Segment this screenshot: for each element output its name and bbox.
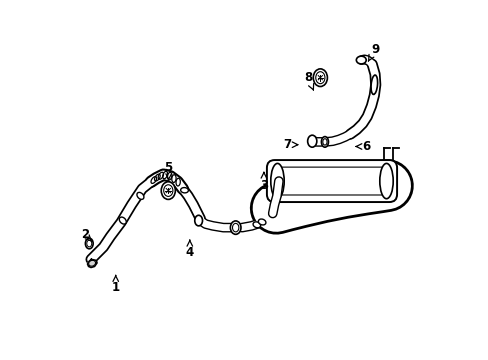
Text: 1: 1 [111, 275, 120, 294]
Ellipse shape [356, 56, 366, 64]
Ellipse shape [307, 135, 316, 147]
Text: 5: 5 [164, 161, 172, 180]
Ellipse shape [258, 219, 265, 225]
Text: 2: 2 [81, 228, 92, 242]
Ellipse shape [180, 188, 188, 193]
Polygon shape [87, 259, 97, 267]
Ellipse shape [137, 192, 143, 199]
Text: 4: 4 [185, 240, 194, 259]
Ellipse shape [230, 221, 241, 234]
Text: 6: 6 [355, 140, 369, 153]
Ellipse shape [85, 238, 93, 249]
Text: 3: 3 [259, 172, 267, 192]
Ellipse shape [194, 215, 202, 226]
Ellipse shape [313, 69, 327, 86]
Ellipse shape [379, 163, 392, 199]
Ellipse shape [370, 75, 377, 94]
Ellipse shape [322, 139, 326, 145]
Text: 7: 7 [282, 138, 297, 151]
Ellipse shape [270, 163, 284, 199]
FancyBboxPatch shape [266, 160, 396, 202]
Text: 9: 9 [367, 43, 378, 61]
Ellipse shape [161, 182, 175, 199]
Ellipse shape [232, 224, 238, 232]
Ellipse shape [253, 222, 260, 228]
Text: 8: 8 [303, 71, 313, 90]
Ellipse shape [88, 260, 95, 266]
Ellipse shape [119, 217, 126, 224]
Ellipse shape [87, 240, 92, 247]
Ellipse shape [321, 136, 328, 147]
